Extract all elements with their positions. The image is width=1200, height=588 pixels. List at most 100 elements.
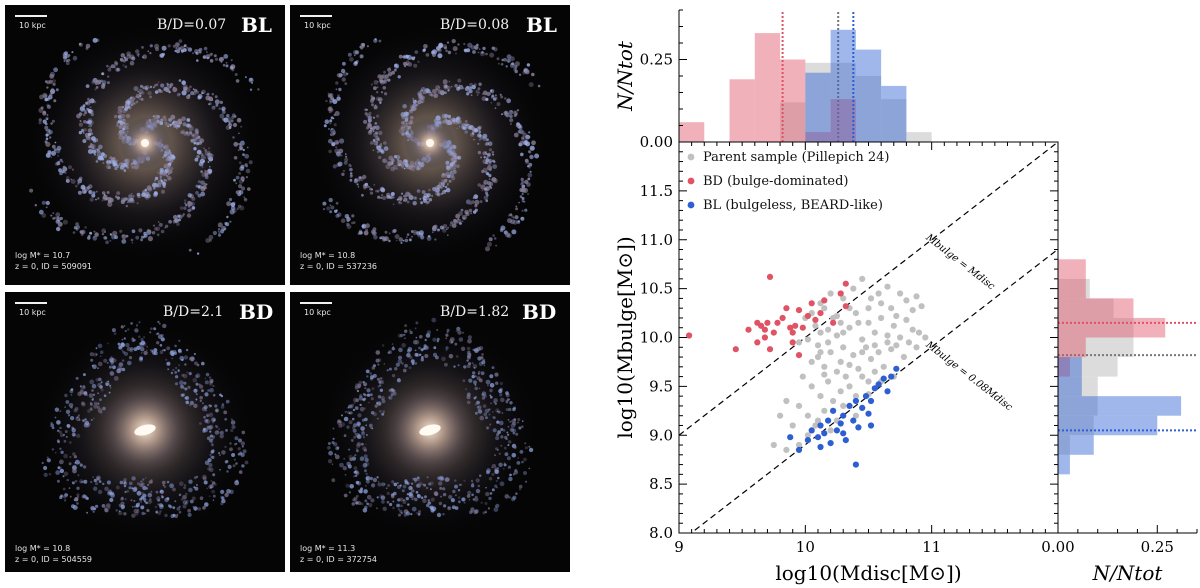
bl-point	[814, 434, 822, 441]
right-hist-bar-parent	[1058, 357, 1118, 377]
x-axis-label: log10(Mdisc[M⊙])	[775, 561, 961, 585]
right-hist-bar-parent	[1058, 376, 1098, 397]
y-tick-label: 8.5	[649, 475, 673, 493]
bl-point	[852, 461, 859, 468]
top-hist-tick-label: 0.25	[640, 51, 673, 69]
parent-point	[804, 412, 811, 419]
parent-point	[867, 355, 875, 363]
right-hist-label: N/Ntot	[1092, 561, 1164, 585]
bl-point	[840, 412, 847, 419]
bd-point	[774, 319, 781, 326]
right-hist-tick-label: 0.00	[1041, 538, 1074, 556]
galaxy-id-label: z = 0, ID = 537236	[300, 262, 378, 271]
bl-point	[840, 430, 847, 437]
parent-point	[852, 310, 859, 317]
bd-point	[770, 329, 777, 336]
legend-marker	[687, 201, 695, 209]
parent-point	[897, 334, 904, 341]
bd-point	[787, 324, 794, 331]
galaxy-image	[320, 317, 540, 540]
parent-point	[893, 342, 900, 349]
right-hist-bar-bd	[1058, 317, 1166, 338]
bl-point	[867, 422, 875, 429]
galaxy-id-label: z = 0, ID = 509091	[15, 262, 93, 271]
reference-line-label: Mbulge = 0.08Mdisc	[923, 339, 1015, 414]
bl-point	[827, 440, 834, 447]
class-label: BD	[522, 300, 557, 324]
bl-point	[855, 424, 862, 431]
y-tick-label: 10.0	[640, 329, 673, 347]
parent-point	[871, 329, 878, 336]
right-hist-bar-bl	[1058, 454, 1070, 475]
bd-point	[842, 303, 849, 310]
parent-point	[840, 295, 847, 302]
y-tick-label: 10.5	[640, 280, 673, 298]
bd-ratio-label: B/D=1.82	[440, 304, 510, 320]
parent-point	[812, 422, 819, 429]
parent-point	[840, 402, 847, 409]
galaxy-image	[35, 320, 255, 540]
parent-point	[850, 352, 857, 359]
bd-point	[686, 332, 693, 339]
parent-point	[821, 363, 828, 370]
bl-point	[821, 430, 828, 437]
y-axis-label: log10(Mbulge[M⊙])	[613, 236, 637, 438]
bl-point	[830, 407, 837, 414]
bd-point	[766, 346, 774, 353]
parent-point	[880, 363, 887, 370]
bl-point	[862, 393, 870, 400]
parent-point	[833, 368, 840, 375]
parent-point	[888, 305, 895, 312]
x-tick-label: 10	[796, 538, 815, 556]
bl-point	[875, 381, 882, 388]
legend-marker	[687, 153, 695, 161]
mass-scatter-chart: Mbulge = Mdisc Mbulge = 0.08Mdisc Parent s…	[613, 9, 1198, 585]
legend-label: Parent sample (Pillepich 24)	[703, 150, 889, 165]
right-hist-bar-bd	[1058, 357, 1070, 377]
top-hist-bar-bd	[754, 33, 781, 142]
bl-point	[884, 388, 891, 395]
bl-point	[880, 375, 887, 382]
bl-point	[852, 397, 859, 405]
bl-point	[817, 422, 824, 429]
parent-point	[825, 326, 832, 333]
right-hist-bar-bd	[1058, 259, 1086, 279]
class-label: BL	[241, 13, 272, 37]
parent-point	[804, 432, 811, 439]
parent-point	[909, 307, 916, 314]
top-hist-bar-bd	[830, 99, 856, 142]
bd-point	[789, 339, 796, 346]
right-hist-bar-parent	[1058, 396, 1098, 416]
parent-point	[855, 365, 862, 372]
bl-point	[846, 402, 853, 409]
parent-point	[890, 322, 897, 329]
bd-point	[821, 297, 828, 304]
parent-point	[865, 378, 872, 385]
parent-point	[900, 353, 907, 361]
parent-point	[817, 329, 824, 336]
parent-point	[783, 397, 790, 405]
bd-point	[795, 307, 803, 314]
parent-point	[915, 329, 923, 336]
parent-point	[827, 349, 834, 356]
right-hist-bar-parent	[1058, 337, 1134, 358]
parent-point	[814, 353, 822, 361]
y-tick-label: 9.5	[649, 377, 673, 395]
scale-label: 10 kpc	[304, 21, 331, 30]
parent-point	[852, 393, 859, 400]
bd-point	[837, 290, 844, 297]
parent-point	[840, 344, 847, 351]
bd-point	[795, 352, 803, 359]
top-hist-bar-bl	[830, 29, 856, 142]
bl-point	[888, 373, 895, 380]
parent-point	[804, 336, 811, 343]
bl-point	[850, 417, 857, 424]
stellar-mass-label: log M* = 10.8	[15, 544, 71, 553]
class-label: BL	[526, 13, 557, 37]
bl-point	[804, 437, 811, 444]
parent-point	[852, 412, 859, 419]
bd-point	[804, 312, 811, 320]
galaxy-id-label: z = 0, ID = 372754	[300, 555, 378, 564]
parent-point	[837, 358, 844, 365]
bd-point	[817, 310, 824, 317]
